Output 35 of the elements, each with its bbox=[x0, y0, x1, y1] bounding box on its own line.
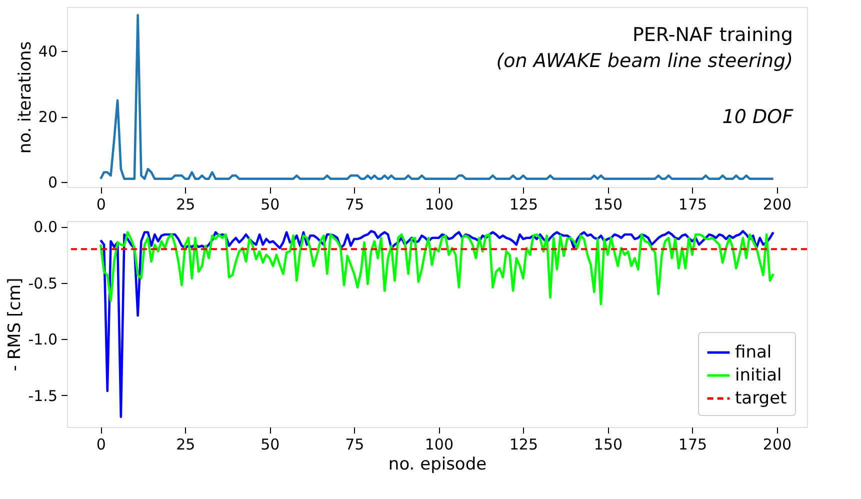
x-tick-label: 125 bbox=[509, 196, 538, 214]
x-tick-label: 50 bbox=[260, 196, 280, 214]
line-series bbox=[99, 231, 775, 306]
x-tick-label: 175 bbox=[678, 196, 708, 214]
x-tick-label: 175 bbox=[678, 436, 708, 454]
x-tick-label: 200 bbox=[762, 196, 792, 214]
x-tick-label: 150 bbox=[594, 196, 623, 214]
annotation: (on AWAKE beam line steering) bbox=[496, 50, 793, 72]
annotation: 10 DOF bbox=[722, 106, 794, 128]
x-tick-label: 100 bbox=[424, 196, 454, 214]
y-tick-label: 20 bbox=[38, 108, 58, 126]
legend-label: initial bbox=[735, 366, 782, 386]
y-tick-label: -1.5 bbox=[28, 386, 58, 405]
annotation: PER-NAF training bbox=[632, 24, 793, 46]
x-tick-label: 125 bbox=[509, 436, 538, 454]
y-tick-label: 40 bbox=[38, 42, 58, 61]
x-tick-label: 150 bbox=[594, 436, 623, 454]
x-tick-label: 50 bbox=[260, 436, 280, 454]
y-axis-title: no. iterations bbox=[15, 41, 36, 154]
legend-label: final bbox=[735, 342, 772, 362]
y-tick-label: 0.0 bbox=[34, 218, 58, 236]
y-tick-label: -0.5 bbox=[28, 274, 58, 292]
y-tick-label: -1.0 bbox=[28, 330, 58, 349]
legend-label: target bbox=[735, 388, 788, 408]
y-axis-title: - RMS [cm] bbox=[5, 278, 26, 372]
x-tick-label: 200 bbox=[762, 436, 792, 454]
x-tick-label: 25 bbox=[176, 196, 196, 214]
x-tick-label: 25 bbox=[176, 436, 196, 454]
x-tick-label: 0 bbox=[96, 196, 106, 214]
x-axis-title: no. episode bbox=[388, 454, 487, 474]
x-tick-label: 75 bbox=[345, 196, 364, 214]
y-tick-label: 0 bbox=[48, 174, 58, 192]
x-tick-label: 0 bbox=[96, 436, 106, 454]
x-tick-label: 100 bbox=[424, 436, 454, 454]
x-tick-label: 75 bbox=[345, 436, 364, 454]
